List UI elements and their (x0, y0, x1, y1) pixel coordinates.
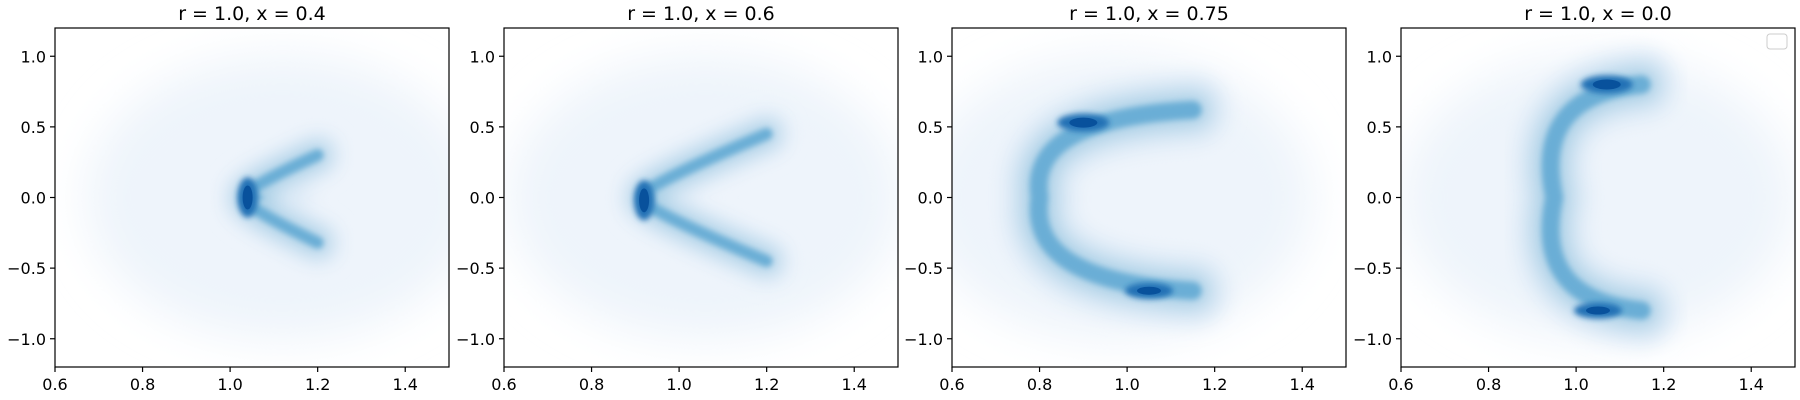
x-tick-label: 0.8 (130, 375, 155, 394)
y-tick-label: 1.0 (470, 47, 495, 66)
subplot-title: r = 1.0, x = 0.6 (627, 3, 775, 25)
x-tick-label: 0.8 (1027, 375, 1052, 394)
density-peak-core (242, 185, 253, 210)
x-tick-label: 0.8 (579, 375, 604, 394)
subplot-2: 0.6 0.8 1.0 1.2 1.4 −1.0 −0.5 0.0 0.5 1.0 r = 1.0,… (456, 3, 899, 394)
density-background (508, 55, 898, 340)
density-background (1401, 55, 1795, 340)
x-tick-label: 1.2 (1651, 375, 1676, 394)
x-tick-label: 1.2 (1202, 375, 1227, 394)
y-tick-label: 0.5 (470, 118, 495, 137)
y-tick-label: −1.0 (904, 330, 943, 349)
y-tick-label: −1.0 (1353, 330, 1392, 349)
density-peak-core (1069, 117, 1098, 128)
x-tick-label: 0.8 (1476, 375, 1501, 394)
subplot-title: r = 1.0, x = 0.0 (1524, 3, 1672, 25)
x-tick-label: 0.6 (42, 375, 67, 394)
y-tick-label: 1.0 (21, 47, 46, 66)
legend-box (1766, 33, 1788, 50)
subplot-4: 0.6 0.8 1.0 1.2 1.4 −1.0 −0.5 0.0 0.5 1.0 r = 1.0,… (1353, 3, 1796, 394)
x-tick-label: 1.4 (1289, 375, 1314, 394)
density-secondary-peak-core (1586, 306, 1610, 315)
y-tick-label: 0.0 (21, 189, 46, 208)
density-contours (85, 55, 449, 340)
x-tick-label: 0.6 (1388, 375, 1413, 394)
x-tick-label: 1.2 (305, 375, 330, 394)
density-contours (952, 55, 1314, 340)
y-tick-label: −0.5 (456, 259, 495, 278)
y-tick-label: 0.0 (470, 189, 495, 208)
subplot-title: r = 1.0, x = 0.4 (178, 3, 326, 25)
x-tick-label: 1.4 (392, 375, 417, 394)
density-contours (508, 55, 898, 340)
x-tick-label: 1.4 (841, 375, 866, 394)
x-tick-label: 0.6 (491, 375, 516, 394)
y-tick-label: −0.5 (904, 259, 943, 278)
y-tick-label: 0.0 (918, 189, 943, 208)
x-tick-label: 1.0 (666, 375, 691, 394)
y-tick-label: 0.5 (918, 118, 943, 137)
subplot-1: 0.6 0.8 1.0 1.2 1.4 −1.0 −0.5 0.0 0.5 1.0 r = 1.0,… (7, 3, 450, 394)
y-tick-label: 0.5 (21, 118, 46, 137)
subplot-3: 0.6 0.8 1.0 1.2 1.4 −1.0 −0.5 0.0 0.5 1.0 r = 1.0,… (904, 3, 1347, 394)
y-tick-label: 0.0 (1367, 189, 1392, 208)
x-tick-label: 1.0 (217, 375, 242, 394)
x-tick-label: 1.0 (1114, 375, 1139, 394)
y-tick-label: −1.0 (7, 330, 46, 349)
y-tick-label: −0.5 (7, 259, 46, 278)
y-tick-label: −1.0 (456, 330, 495, 349)
y-tick-label: 1.0 (1367, 47, 1392, 66)
x-tick-label: 0.6 (939, 375, 964, 394)
y-tick-label: 1.0 (918, 47, 943, 66)
y-tick-label: −0.5 (1353, 259, 1392, 278)
density-peak-core (639, 188, 650, 213)
density-secondary-peak-core (1137, 286, 1161, 295)
density-level-3 (1541, 75, 1651, 320)
density-contours (1401, 49, 1795, 346)
y-tick-label: 0.5 (1367, 118, 1392, 137)
x-tick-label: 1.2 (754, 375, 779, 394)
x-tick-label: 1.0 (1563, 375, 1588, 394)
x-tick-label: 1.4 (1738, 375, 1763, 394)
density-peak-core (1592, 79, 1621, 90)
subplot-title: r = 1.0, x = 0.75 (1069, 3, 1229, 25)
